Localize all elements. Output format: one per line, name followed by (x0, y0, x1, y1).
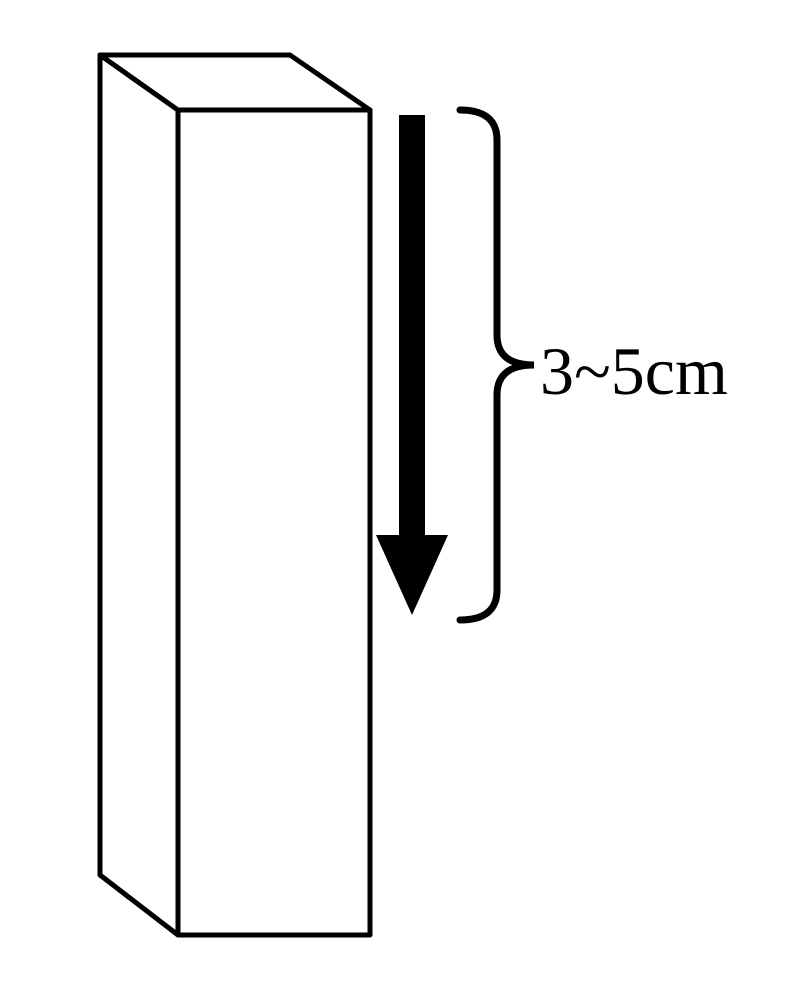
dimension-label: 3~5cm (540, 332, 728, 411)
down-arrow-icon (376, 115, 448, 615)
prism-front-face (178, 110, 370, 935)
prism-left-face (100, 55, 178, 935)
curly-brace (460, 110, 534, 620)
diagram-stage: 3~5cm (0, 0, 798, 999)
diagram-svg (0, 0, 798, 999)
